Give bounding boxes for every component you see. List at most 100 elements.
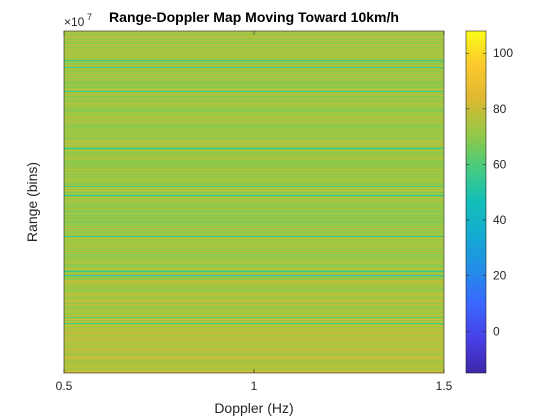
heatmap-row bbox=[64, 149, 444, 151]
heatmap-row bbox=[64, 175, 444, 177]
heatmap-row bbox=[64, 136, 444, 138]
heatmap-row bbox=[64, 108, 444, 110]
heatmap-row bbox=[64, 247, 444, 249]
heatmap-row bbox=[64, 84, 444, 86]
heatmap-row bbox=[64, 114, 444, 116]
heatmap-row bbox=[64, 193, 444, 195]
heatmap-row bbox=[64, 337, 444, 339]
heatmap-row bbox=[64, 162, 444, 164]
heatmap-row bbox=[64, 320, 444, 322]
heatmap-row bbox=[64, 243, 444, 245]
heatmap-row bbox=[64, 208, 444, 210]
heatmap-row bbox=[64, 358, 444, 360]
heatmap-row bbox=[64, 86, 444, 88]
x-tick-label: 1 bbox=[251, 379, 258, 393]
heatmap-row bbox=[64, 188, 444, 190]
heatmap-row bbox=[64, 319, 444, 321]
heatmap-row bbox=[64, 47, 444, 49]
heatmap-row bbox=[64, 124, 444, 126]
heatmap-row bbox=[64, 291, 444, 293]
heatmap-row bbox=[64, 153, 444, 155]
heatmap-row bbox=[64, 355, 444, 357]
heatmap-row bbox=[64, 364, 444, 366]
heatmap-row bbox=[64, 269, 444, 271]
heatmap-row bbox=[64, 220, 444, 222]
heatmap-row bbox=[64, 329, 444, 331]
heatmap-row bbox=[64, 36, 444, 38]
heatmap-row bbox=[64, 150, 444, 152]
heatmap-row bbox=[64, 173, 444, 175]
heatmap-row bbox=[64, 305, 444, 307]
heatmap-row bbox=[64, 344, 444, 346]
heatmap-row bbox=[64, 219, 444, 221]
heatmap-row bbox=[64, 272, 444, 274]
heatmap-row bbox=[64, 138, 444, 140]
heatmap-row bbox=[64, 40, 444, 42]
heatmap-row bbox=[64, 271, 444, 273]
heatmap-row bbox=[64, 75, 444, 77]
heatmap-row bbox=[64, 140, 444, 142]
heatmap-row bbox=[64, 116, 444, 118]
heatmap-row bbox=[64, 366, 444, 368]
heatmap-row bbox=[64, 81, 444, 83]
heatmap-row bbox=[64, 190, 444, 192]
heatmap-row bbox=[64, 109, 444, 111]
heatmap-row bbox=[64, 293, 444, 295]
heatmap-row bbox=[64, 242, 444, 244]
heatmap-row bbox=[64, 181, 444, 183]
heatmap-row bbox=[64, 323, 444, 325]
heatmap-row bbox=[64, 213, 444, 215]
heatmap-row bbox=[64, 45, 444, 47]
heatmap-row bbox=[64, 296, 444, 298]
heatmap-row bbox=[64, 50, 444, 52]
heatmap-row bbox=[64, 321, 444, 323]
heatmap-row bbox=[64, 129, 444, 131]
heatmap-row bbox=[64, 133, 444, 135]
heatmap-row bbox=[64, 292, 444, 294]
heatmap-row bbox=[64, 360, 444, 362]
heatmap-row bbox=[64, 95, 444, 97]
heatmap-row bbox=[64, 178, 444, 180]
colorbar-tick-label: 60 bbox=[493, 157, 507, 171]
heatmap-row bbox=[64, 294, 444, 296]
heatmap-row bbox=[64, 270, 444, 272]
heatmap-row bbox=[64, 83, 444, 85]
heatmap-row bbox=[64, 198, 444, 200]
heatmap-row bbox=[64, 63, 444, 65]
colorbar-tick-label: 40 bbox=[493, 213, 507, 227]
heatmap-row bbox=[64, 356, 444, 358]
heatmap-row bbox=[64, 206, 444, 208]
heatmap-row bbox=[64, 226, 444, 228]
heatmap-row bbox=[64, 174, 444, 176]
heatmap-row bbox=[64, 306, 444, 308]
chart-title: Range-Doppler Map Moving Toward 10km/h bbox=[109, 9, 399, 25]
heatmap-row bbox=[64, 248, 444, 250]
heatmap-row bbox=[64, 158, 444, 160]
heatmap-row bbox=[64, 187, 444, 189]
heatmap-row bbox=[64, 41, 444, 43]
heatmap-row bbox=[64, 164, 444, 166]
heatmap-row bbox=[64, 297, 444, 299]
heatmap-row bbox=[64, 261, 444, 263]
heatmap-row bbox=[64, 343, 444, 345]
heatmap-row bbox=[64, 130, 444, 132]
heatmap-row bbox=[64, 125, 444, 127]
heatmap-row bbox=[64, 278, 444, 280]
heatmap-row bbox=[64, 126, 444, 128]
heatmap-row bbox=[64, 77, 444, 79]
heatmap-row bbox=[64, 68, 444, 70]
heatmap-row bbox=[64, 76, 444, 78]
heatmap-row bbox=[64, 117, 444, 119]
heatmap-plot-area bbox=[63, 30, 445, 374]
heatmap-row bbox=[64, 249, 444, 251]
heatmap-row bbox=[64, 345, 444, 347]
heatmap-row bbox=[64, 288, 444, 290]
heatmap-row bbox=[64, 209, 444, 211]
heatmap-row bbox=[64, 265, 444, 267]
heatmap-row bbox=[64, 160, 444, 162]
heatmap-row bbox=[64, 339, 444, 341]
heatmap-row bbox=[64, 194, 444, 196]
heatmap-row bbox=[64, 234, 444, 236]
heatmap-row bbox=[64, 145, 444, 147]
heatmap-row bbox=[64, 54, 444, 56]
